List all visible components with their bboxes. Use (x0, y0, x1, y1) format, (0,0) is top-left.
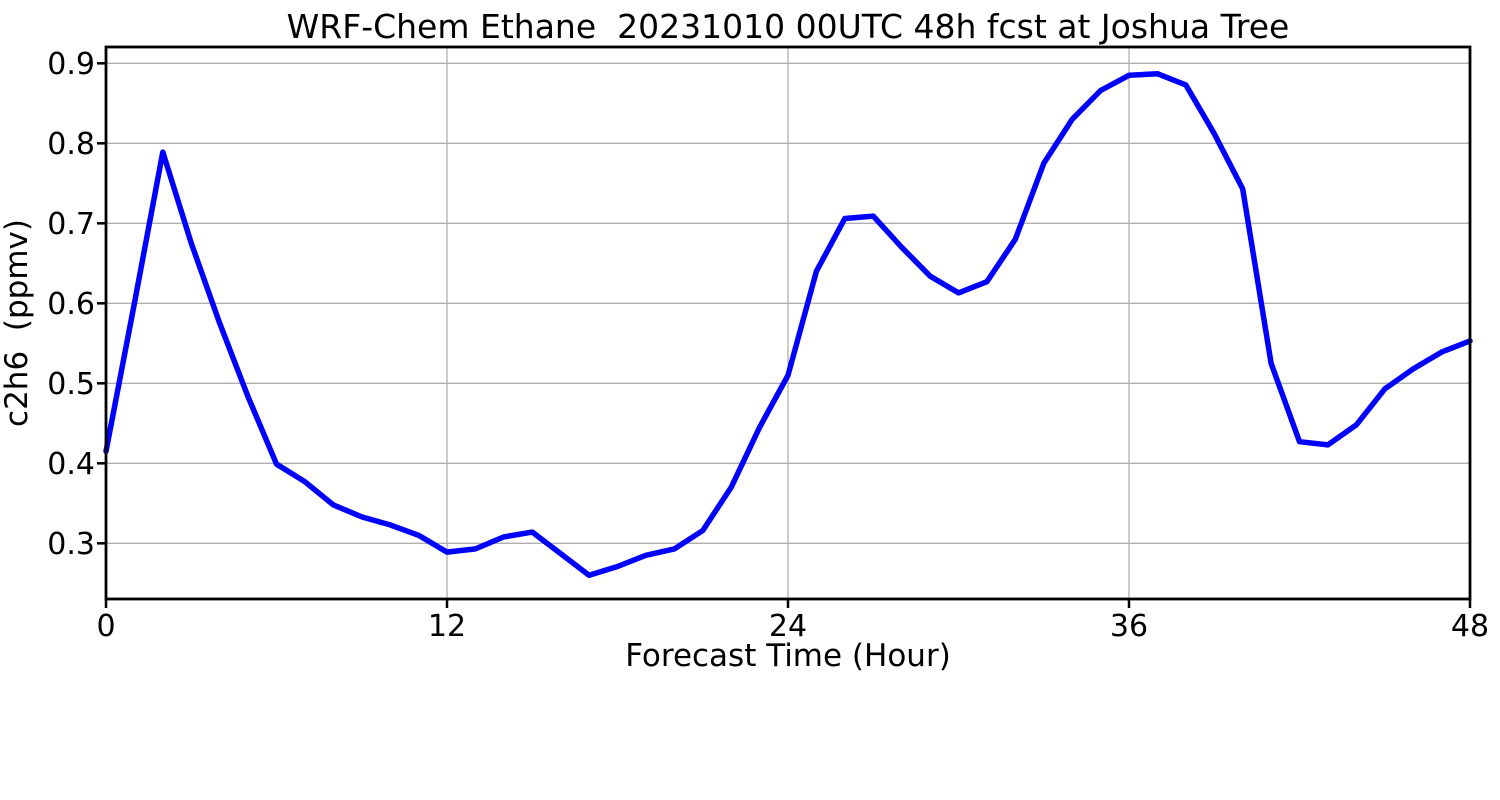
x-axis-label: Forecast Time (Hour) (625, 638, 951, 674)
y-tick-label: 0.7 (47, 207, 95, 242)
y-tick-label: 0.4 (47, 447, 95, 482)
y-tick-label: 0.6 (47, 287, 95, 322)
x-tick-label: 36 (1110, 609, 1148, 644)
x-tick-labels: 0 12 24 36 48 (96, 609, 1489, 644)
x-tick-label: 48 (1451, 609, 1489, 644)
x-tick-label: 0 (96, 609, 115, 644)
x-tick-label: 12 (428, 609, 466, 644)
x-tick-label: 24 (769, 609, 807, 644)
y-tick-label: 0.8 (47, 127, 95, 162)
y-tick-label: 0.5 (47, 367, 95, 402)
plot-frame (104, 45, 1472, 601)
ethane-series-line (103, 70, 1473, 579)
y-tick-labels: 0.3 0.4 0.5 0.6 0.7 0.8 0.9 (47, 47, 95, 562)
chart-title: WRF-Chem Ethane 20231010 00UTC 48h fcst … (287, 7, 1290, 46)
y-tick-label: 0.3 (47, 527, 95, 562)
y-tick-label: 0.9 (47, 47, 95, 82)
axis-ticks (97, 62, 1472, 608)
y-axis-label: c2h6 (ppmv) (0, 219, 35, 427)
